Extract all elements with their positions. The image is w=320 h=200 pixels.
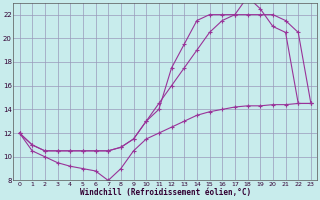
X-axis label: Windchill (Refroidissement éolien,°C): Windchill (Refroidissement éolien,°C)	[80, 188, 251, 197]
